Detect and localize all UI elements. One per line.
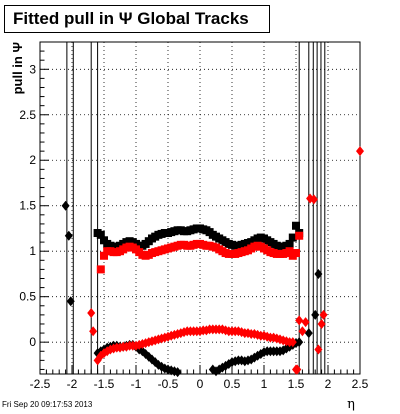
y-tick-label: 1.5 (19, 199, 36, 213)
data-point-diamond (64, 230, 73, 241)
tick-label-layer: -2.5 -2 -1.5 -1 -0.5 0 0.5 1 1.5 2 2.5 0 0.5 1 1.5 2 2.5… (19, 62, 368, 391)
data-point-diamond (87, 308, 96, 319)
data-point-diamond (173, 367, 182, 378)
plot-frame (39, 41, 361, 375)
data-point-diamond (356, 146, 364, 157)
x-tick-label: -0.5 (158, 377, 179, 391)
y-tick-label: 0 (29, 335, 36, 349)
x-axis-label: η (347, 397, 355, 412)
data-point-diamond (61, 200, 70, 211)
data-point-square (295, 231, 304, 240)
data-point-diamond (89, 326, 98, 337)
data-point-diamond (314, 268, 323, 279)
data-point-diamond (301, 317, 310, 328)
tick-layer (39, 50, 361, 374)
chart-title: Fitted pull in Ψ Global Tracks (4, 5, 270, 33)
x-tick-label: 1.5 (288, 377, 305, 391)
error-line-layer (66, 42, 326, 374)
data-point-diamond (319, 309, 328, 320)
x-tick-label: -1.5 (94, 377, 115, 391)
y-tick-label: 1 (29, 244, 36, 258)
data-point-diamond (295, 315, 304, 326)
data-point-square (96, 230, 105, 239)
data-point-square (96, 265, 105, 274)
data-point-diamond (298, 326, 307, 337)
data-point-square (292, 249, 300, 258)
timestamp-footer: Fri Sep 20 09:17:53 2013 (2, 400, 93, 409)
y-tick-label: 2.5 (19, 108, 36, 122)
data-point-diamond (66, 296, 75, 307)
data-point-diamond (295, 337, 304, 348)
data-point-diamond (314, 344, 323, 355)
data-point-diamond (304, 328, 313, 339)
x-tick-label: -2.5 (30, 377, 51, 391)
y-axis-label: pull in Ψ (10, 42, 25, 94)
data-point-square (285, 247, 294, 256)
x-tick-label: 0.5 (224, 377, 241, 391)
data-point-diamond (317, 318, 326, 329)
grid-layer (40, 42, 360, 374)
x-tick-label: 2.5 (352, 377, 369, 391)
y-tick-label: 0.5 (19, 290, 36, 304)
data-point-diamond (288, 337, 297, 348)
y-tick-label: 2 (29, 153, 36, 167)
data-point-diamond (293, 364, 302, 375)
x-tick-label: 1 (261, 377, 268, 391)
x-tick-label: -1 (131, 377, 142, 391)
data-point-diamond (311, 309, 320, 320)
data-point-square (292, 221, 300, 230)
data-point-diamond (309, 194, 318, 205)
x-tick-label: -2 (67, 377, 78, 391)
data-point-square (288, 233, 297, 242)
data-point-square (100, 251, 108, 260)
x-tick-label: 2 (325, 377, 332, 391)
x-tick-label: 0 (197, 377, 204, 391)
marker-layer (61, 146, 364, 378)
y-tick-label: 3 (29, 62, 36, 76)
data-point-square (285, 239, 294, 248)
